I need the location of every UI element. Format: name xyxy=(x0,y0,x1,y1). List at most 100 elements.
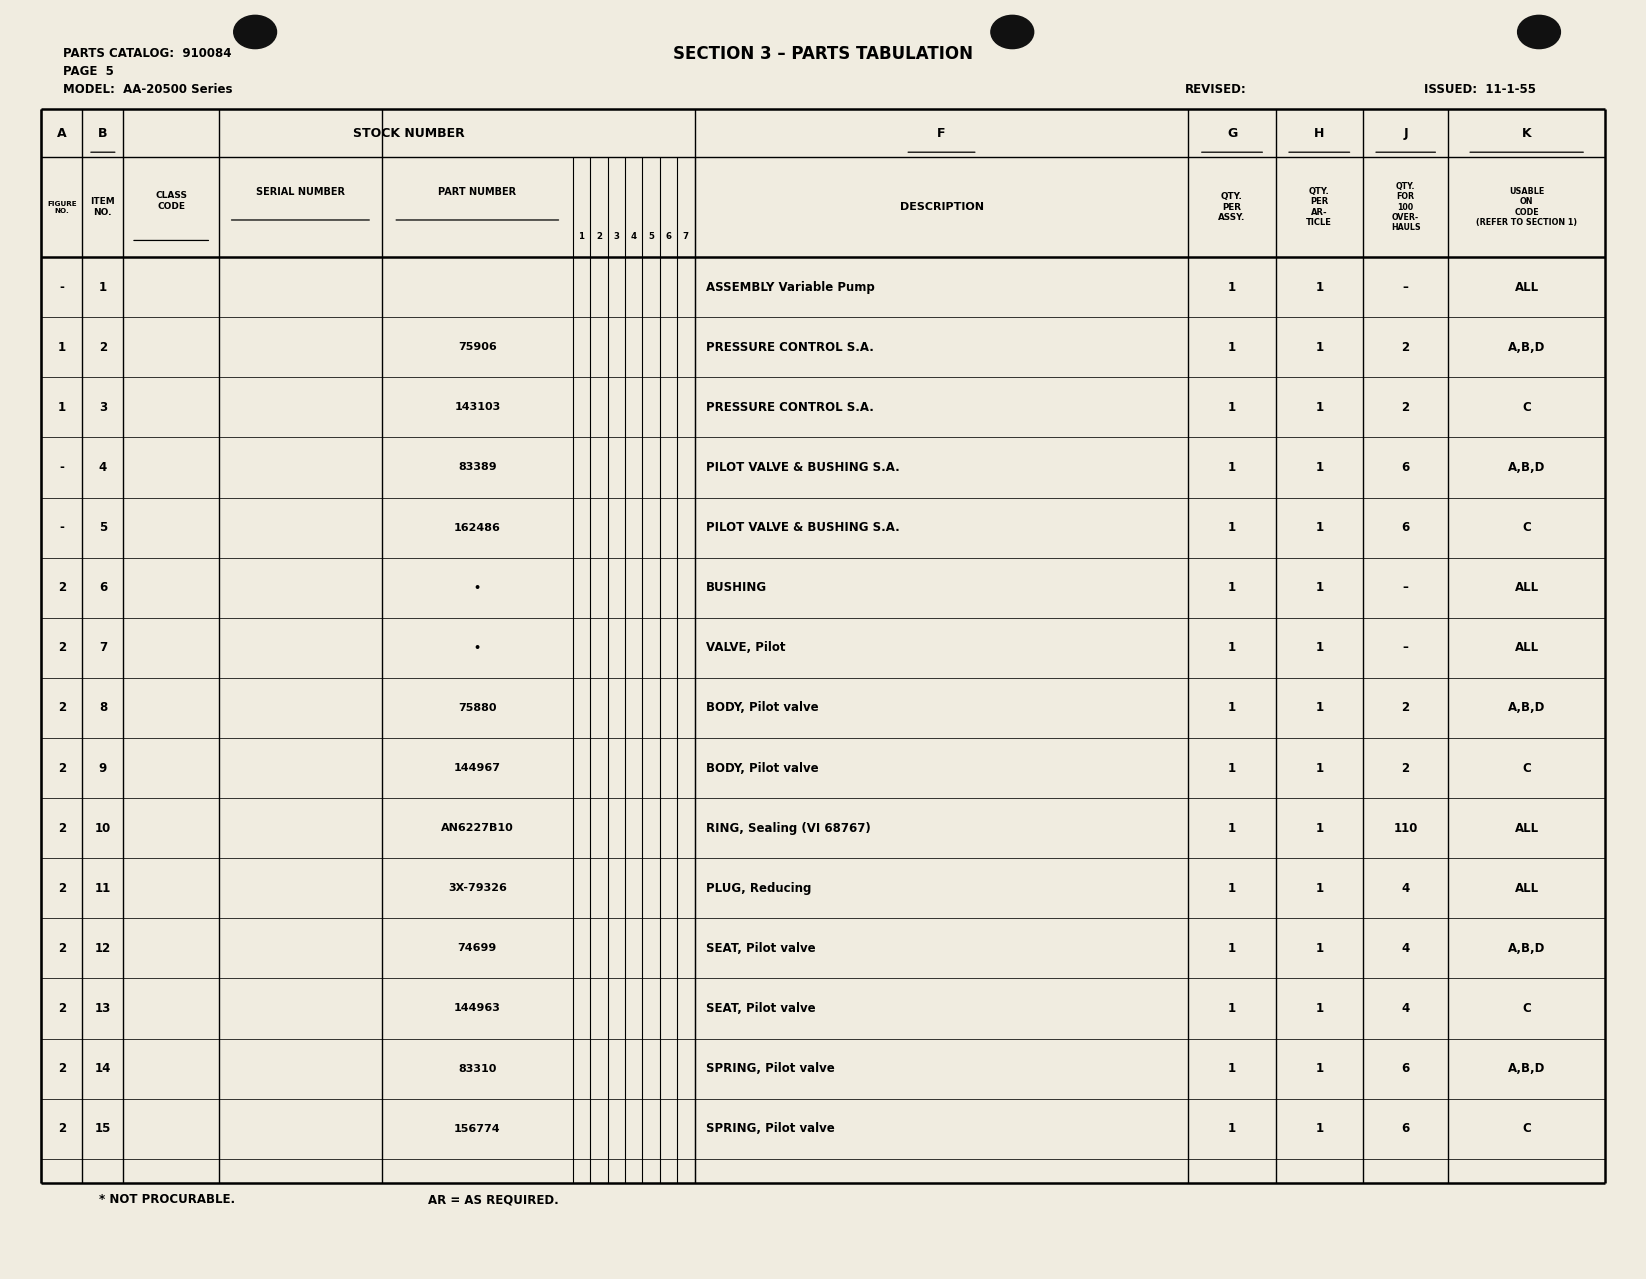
Text: A: A xyxy=(58,127,66,139)
Text: 15: 15 xyxy=(95,1122,110,1136)
Text: 83389: 83389 xyxy=(458,463,497,472)
Text: ALL: ALL xyxy=(1514,581,1539,595)
Text: MODEL:  AA-20500 Series: MODEL: AA-20500 Series xyxy=(63,83,232,96)
Text: 1: 1 xyxy=(1315,881,1323,895)
Text: 1: 1 xyxy=(1315,1122,1323,1136)
Text: A,B,D: A,B,D xyxy=(1508,701,1546,715)
Text: 1: 1 xyxy=(58,340,66,354)
Text: 1: 1 xyxy=(1315,400,1323,414)
Text: ISSUED:  11-1-55: ISSUED: 11-1-55 xyxy=(1424,83,1536,96)
Text: 4: 4 xyxy=(1401,881,1411,895)
Text: USABLE
ON
CODE
(REFER TO SECTION 1): USABLE ON CODE (REFER TO SECTION 1) xyxy=(1476,187,1577,228)
Text: QTY.
FOR
100
OVER-
HAULS: QTY. FOR 100 OVER- HAULS xyxy=(1391,182,1420,233)
Text: SECTION 3 – PARTS TABULATION: SECTION 3 – PARTS TABULATION xyxy=(673,45,973,63)
Text: C: C xyxy=(1523,1001,1531,1016)
Text: 162486: 162486 xyxy=(454,523,500,532)
Text: BUSHING: BUSHING xyxy=(706,581,767,595)
Text: 6: 6 xyxy=(1401,1122,1411,1136)
Text: 2: 2 xyxy=(58,881,66,895)
Text: 1: 1 xyxy=(1228,460,1236,475)
Text: STOCK NUMBER: STOCK NUMBER xyxy=(354,127,464,139)
Text: 5: 5 xyxy=(99,521,107,535)
Text: ITEM
NO.: ITEM NO. xyxy=(91,197,115,217)
Text: 11: 11 xyxy=(95,881,110,895)
Text: 9: 9 xyxy=(99,761,107,775)
Text: REVISED:: REVISED: xyxy=(1185,83,1248,96)
Text: QTY.
PER
AR-
TICLE: QTY. PER AR- TICLE xyxy=(1307,187,1332,228)
Text: A,B,D: A,B,D xyxy=(1508,1062,1546,1076)
Text: PRESSURE CONTROL S.A.: PRESSURE CONTROL S.A. xyxy=(706,340,874,354)
Text: 6: 6 xyxy=(1401,1062,1411,1076)
Text: C: C xyxy=(1523,761,1531,775)
Text: 2: 2 xyxy=(58,1122,66,1136)
Text: RING, Sealing (VI 68767): RING, Sealing (VI 68767) xyxy=(706,821,871,835)
Text: 1: 1 xyxy=(1228,400,1236,414)
Text: A,B,D: A,B,D xyxy=(1508,941,1546,955)
Circle shape xyxy=(1518,15,1560,49)
Text: SEAT, Pilot valve: SEAT, Pilot valve xyxy=(706,1001,816,1016)
Text: 2: 2 xyxy=(1402,761,1409,775)
Text: A,B,D: A,B,D xyxy=(1508,340,1546,354)
Text: B: B xyxy=(99,127,107,139)
Text: FIGURE
NO.: FIGURE NO. xyxy=(48,201,76,214)
Text: 1: 1 xyxy=(1228,701,1236,715)
Text: –: – xyxy=(1402,280,1409,294)
Text: 5: 5 xyxy=(649,231,653,242)
Text: ASSEMBLY Variable Pump: ASSEMBLY Variable Pump xyxy=(706,280,876,294)
Text: QTY.
PER
ASSY.: QTY. PER ASSY. xyxy=(1218,192,1246,223)
Text: -: - xyxy=(59,280,64,294)
Text: 13: 13 xyxy=(95,1001,110,1016)
Circle shape xyxy=(234,15,277,49)
Text: 6: 6 xyxy=(1401,521,1411,535)
Text: 2: 2 xyxy=(1402,400,1409,414)
Text: 1: 1 xyxy=(1315,941,1323,955)
Circle shape xyxy=(991,15,1034,49)
Text: 4: 4 xyxy=(99,460,107,475)
Text: 1: 1 xyxy=(1315,1001,1323,1016)
Text: 1: 1 xyxy=(1228,1062,1236,1076)
Text: 1: 1 xyxy=(1228,641,1236,655)
Text: AN6227B10: AN6227B10 xyxy=(441,824,514,833)
Text: -: - xyxy=(59,521,64,535)
Text: PILOT VALVE & BUSHING S.A.: PILOT VALVE & BUSHING S.A. xyxy=(706,521,900,535)
Text: * NOT PROCURABLE.: * NOT PROCURABLE. xyxy=(99,1193,235,1206)
Text: 2: 2 xyxy=(58,1062,66,1076)
Text: 14: 14 xyxy=(95,1062,110,1076)
Text: BODY, Pilot valve: BODY, Pilot valve xyxy=(706,761,818,775)
Text: C: C xyxy=(1523,1122,1531,1136)
Text: 2: 2 xyxy=(1402,340,1409,354)
Text: •: • xyxy=(474,643,481,652)
Text: 1: 1 xyxy=(99,280,107,294)
Text: VALVE, Pilot: VALVE, Pilot xyxy=(706,641,785,655)
Text: 144963: 144963 xyxy=(454,1004,500,1013)
Text: PAGE  5: PAGE 5 xyxy=(63,65,114,78)
Text: 2: 2 xyxy=(58,581,66,595)
Text: PLUG, Reducing: PLUG, Reducing xyxy=(706,881,811,895)
Text: PRESSURE CONTROL S.A.: PRESSURE CONTROL S.A. xyxy=(706,400,874,414)
Text: 144967: 144967 xyxy=(454,764,500,773)
Text: 3X-79326: 3X-79326 xyxy=(448,884,507,893)
Text: 4: 4 xyxy=(1401,1001,1411,1016)
Text: 1: 1 xyxy=(1315,280,1323,294)
Text: 1: 1 xyxy=(1228,1001,1236,1016)
Text: 10: 10 xyxy=(95,821,110,835)
Text: C: C xyxy=(1523,400,1531,414)
Text: H: H xyxy=(1314,127,1325,139)
Text: 2: 2 xyxy=(58,761,66,775)
Text: 1: 1 xyxy=(1228,280,1236,294)
Text: 143103: 143103 xyxy=(454,403,500,412)
Text: 6: 6 xyxy=(1401,460,1411,475)
Text: SPRING, Pilot valve: SPRING, Pilot valve xyxy=(706,1122,835,1136)
Text: 3: 3 xyxy=(99,400,107,414)
Text: BODY, Pilot valve: BODY, Pilot valve xyxy=(706,701,818,715)
Text: SPRING, Pilot valve: SPRING, Pilot valve xyxy=(706,1062,835,1076)
Text: 2: 2 xyxy=(1402,701,1409,715)
Text: ALL: ALL xyxy=(1514,821,1539,835)
Text: DESCRIPTION: DESCRIPTION xyxy=(899,202,984,212)
Text: ALL: ALL xyxy=(1514,881,1539,895)
Text: 7: 7 xyxy=(99,641,107,655)
Text: –: – xyxy=(1402,641,1409,655)
Text: AR = AS REQUIRED.: AR = AS REQUIRED. xyxy=(428,1193,558,1206)
Text: 75880: 75880 xyxy=(458,703,497,712)
Text: F: F xyxy=(937,127,946,139)
